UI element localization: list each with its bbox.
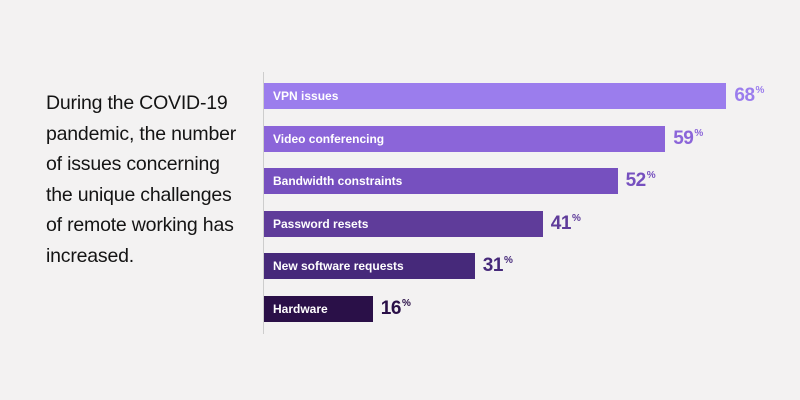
data-label: 59%	[673, 128, 703, 150]
data-label-unit: %	[401, 297, 411, 309]
bar-hardware: Hardware	[264, 295, 373, 322]
y-axis-line	[263, 72, 264, 334]
headline: During the COVID-19 pandemic, the number…	[46, 92, 237, 267]
bar-label: Video conferencing	[273, 131, 385, 146]
bar-label: Bandwidth constraints	[273, 174, 403, 188]
bar-password-resets: Password resets	[264, 210, 543, 237]
data-label: 16%	[381, 298, 411, 320]
bar-label: VPN issues	[273, 89, 339, 103]
data-label-value: 52	[625, 170, 647, 191]
bar-label: New software requests	[273, 259, 404, 273]
data-label-value: 41	[550, 212, 572, 234]
data-label: 52%	[626, 170, 656, 192]
bar-label: Hardware	[273, 301, 328, 316]
data-label-unit: %	[571, 212, 581, 224]
data-label-value: 68	[734, 85, 755, 106]
bar-video-conferencing: Video conferencing	[264, 125, 666, 152]
data-label: 31%	[483, 255, 513, 277]
bar-new-software-requests: New software requests	[264, 253, 475, 279]
data-label-unit: %	[694, 127, 704, 139]
data-label-unit: %	[755, 85, 765, 96]
data-label-value: 16	[380, 297, 402, 319]
bar-vpn-issues: VPN issues	[264, 83, 727, 109]
data-label-value: 31	[482, 255, 504, 276]
data-label-value: 59	[673, 127, 694, 149]
data-label: 41%	[551, 213, 581, 235]
data-label-unit: %	[646, 170, 656, 181]
data-label: 68%	[734, 85, 764, 107]
bar-bandwidth-constraints: Bandwidth constraints	[264, 168, 618, 194]
data-label-unit: %	[503, 255, 513, 266]
bar-label: Password resets	[273, 216, 369, 231]
